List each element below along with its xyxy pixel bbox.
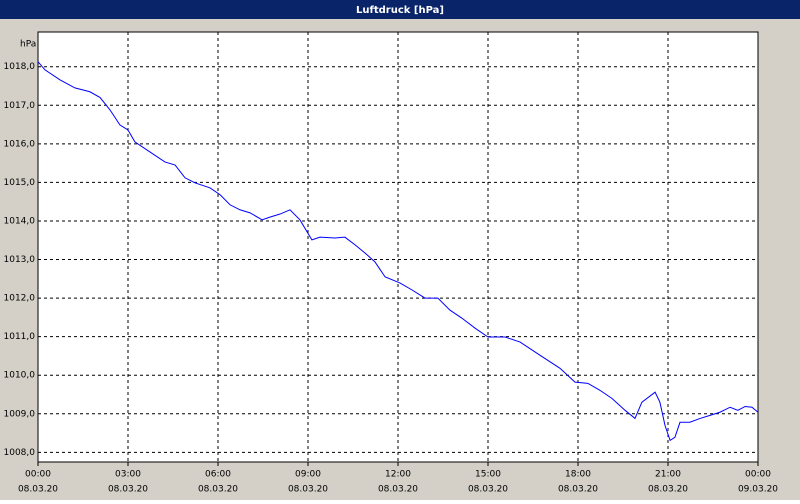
x-tick-label: 09:00: [295, 470, 321, 480]
y-tick-label: 1008,0: [4, 448, 36, 458]
x-tick-label: 03:00: [115, 470, 141, 480]
x-tick-label: 00:00: [25, 470, 51, 480]
chart-title: Luftdruck [hPa]: [356, 5, 444, 16]
y-tick-label: 1016,0: [4, 139, 36, 149]
y-tick-label: 1013,0: [4, 255, 36, 265]
x-tick-label: 18:00: [565, 470, 591, 480]
title-bar: [0, 0, 800, 19]
x-tick-label: 15:00: [475, 470, 501, 480]
x-tick-date: 09.03.20: [738, 485, 778, 495]
x-tick-label: 06:00: [205, 470, 231, 480]
y-tick-label: 1015,0: [4, 178, 36, 188]
y-tick-label: 1018,0: [4, 62, 36, 72]
y-tick-label: 1014,0: [4, 216, 36, 226]
x-tick-date: 08.03.20: [108, 485, 148, 495]
y-axis-label: hPa: [20, 40, 36, 50]
x-tick-date: 08.03.20: [198, 485, 238, 495]
x-tick-label: 21:00: [655, 470, 681, 480]
y-tick-label: 1017,0: [4, 101, 36, 111]
x-tick-date: 08.03.20: [648, 485, 688, 495]
y-tick-label: 1010,0: [4, 371, 36, 381]
data-line: [37, 61, 759, 442]
y-tick-label: 1011,0: [4, 332, 36, 342]
x-tick-label: 00:00: [745, 470, 771, 480]
x-tick-label: 12:00: [385, 470, 411, 480]
plot-area: [37, 31, 759, 463]
x-tick-date: 08.03.20: [468, 485, 508, 495]
x-tick-date: 08.03.20: [558, 485, 598, 495]
x-tick-date: 08.03.20: [378, 485, 418, 495]
y-tick-label: 1009,0: [4, 409, 36, 419]
x-tick-date: 08.03.20: [18, 485, 58, 495]
x-tick-date: 08.03.20: [288, 485, 328, 495]
y-tick-label: 1012,0: [4, 294, 36, 304]
